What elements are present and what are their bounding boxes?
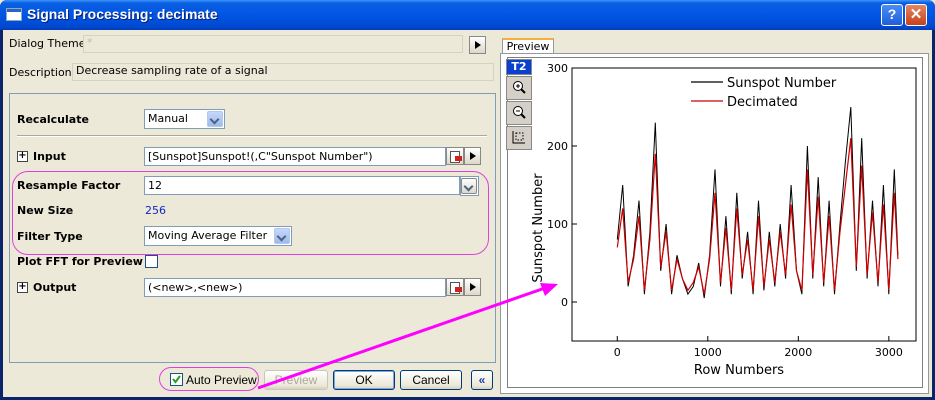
y-axis-label: Sunspot Number (531, 173, 546, 283)
cancel-button[interactable]: Cancel (400, 370, 462, 390)
input-menu-button[interactable] (464, 147, 481, 165)
range-select-icon[interactable] (446, 147, 464, 165)
auto-preview-label[interactable]: Auto Preview (186, 373, 257, 387)
y-tick-label: 300 (547, 62, 568, 75)
input-label: Input (33, 150, 66, 163)
expand-output-icon[interactable]: + (17, 281, 28, 293)
window-title: Signal Processing: decimate (27, 6, 218, 22)
x-axis-label: Row Numbers (694, 363, 784, 378)
description-label: Description (9, 66, 72, 79)
annotation-arrow (257, 283, 558, 390)
recalculate-value: Manual (148, 112, 188, 125)
series-line-decimated (616, 138, 899, 295)
resample-factor-label: Resample Factor (17, 179, 121, 192)
zoom-in-button[interactable] (506, 76, 532, 100)
ok-button[interactable]: OK (333, 370, 395, 390)
highlight-outline (12, 171, 489, 255)
sunspot-chart: 0 100 200 300 0 1000 2000 3000 Row Numbers Sun… (531, 62, 917, 378)
separator (17, 135, 487, 137)
title-bar[interactable]: Signal Processing: decimate ? ✕ (0, 0, 935, 30)
output-menu-button[interactable] (464, 278, 481, 296)
zoom-in-icon (513, 81, 526, 94)
dialog-client: Dialog Theme * Description Decrease samp… (3, 30, 932, 397)
new-size-value: 256 (145, 204, 166, 217)
filter-type-select[interactable]: Moving Average Filter (144, 226, 292, 246)
chevron-down-icon[interactable] (207, 111, 223, 127)
theme-field[interactable]: * (83, 35, 463, 53)
recalculate-label: Recalculate (17, 113, 89, 126)
output-label: Output (33, 281, 77, 294)
chevron-down-icon[interactable] (274, 228, 290, 244)
plot-fft-checkbox[interactable] (145, 255, 158, 268)
highlight-outline (159, 367, 259, 391)
series-line-sunspot-number (616, 106, 899, 299)
close-button[interactable]: ✕ (905, 4, 927, 26)
theme-menu-button[interactable] (469, 36, 486, 54)
collapse-button[interactable]: « (471, 370, 493, 390)
input-field[interactable]: [Sunspot]Sunspot!(,C"Sunspot Number") (144, 147, 446, 166)
zoom-out-button[interactable] (506, 101, 532, 125)
auto-preview-checkbox[interactable] (170, 373, 183, 386)
rescale-button[interactable] (506, 126, 532, 150)
x-tick-label: 3000 (875, 346, 903, 359)
recalculate-select[interactable]: Manual (144, 109, 225, 129)
filter-type-value: Moving Average Filter (148, 229, 268, 242)
zoom-out-icon (513, 106, 526, 119)
y-tick-label: 0 (561, 296, 568, 309)
graph-page[interactable] (507, 57, 923, 388)
plot-frame (571, 67, 917, 342)
window-icon (6, 8, 22, 21)
help-button[interactable]: ? (881, 4, 903, 26)
x-tick-label: 2000 (784, 346, 812, 359)
x-tick-label: 0 (614, 346, 621, 359)
filter-type-label: Filter Type (17, 230, 83, 243)
output-field[interactable]: (<new>,<new>) (144, 278, 446, 297)
description-field: Decrease sampling rate of a signal (72, 63, 494, 81)
check-icon (172, 375, 181, 384)
y-tick-label: 100 (547, 218, 568, 231)
theme-label: Dialog Theme (9, 37, 86, 50)
resample-factor-input[interactable]: 12 (144, 176, 460, 195)
range-select-icon[interactable] (446, 278, 464, 296)
y-tick-label: 200 (547, 140, 568, 153)
expand-input-icon[interactable]: + (17, 150, 28, 162)
rescale-icon (512, 131, 525, 144)
preview-button[interactable]: Preview (264, 370, 328, 390)
new-size-label: New Size (17, 204, 74, 217)
x-tick-label: 1000 (694, 346, 722, 359)
legend-entry: Sunspot Number (727, 76, 837, 91)
layer-badge[interactable]: T2 (506, 59, 532, 75)
legend-entry: Decimated (727, 95, 798, 110)
plot-fft-label: Plot FFT for Preview (17, 255, 143, 268)
tab-preview[interactable]: Preview (502, 38, 554, 54)
